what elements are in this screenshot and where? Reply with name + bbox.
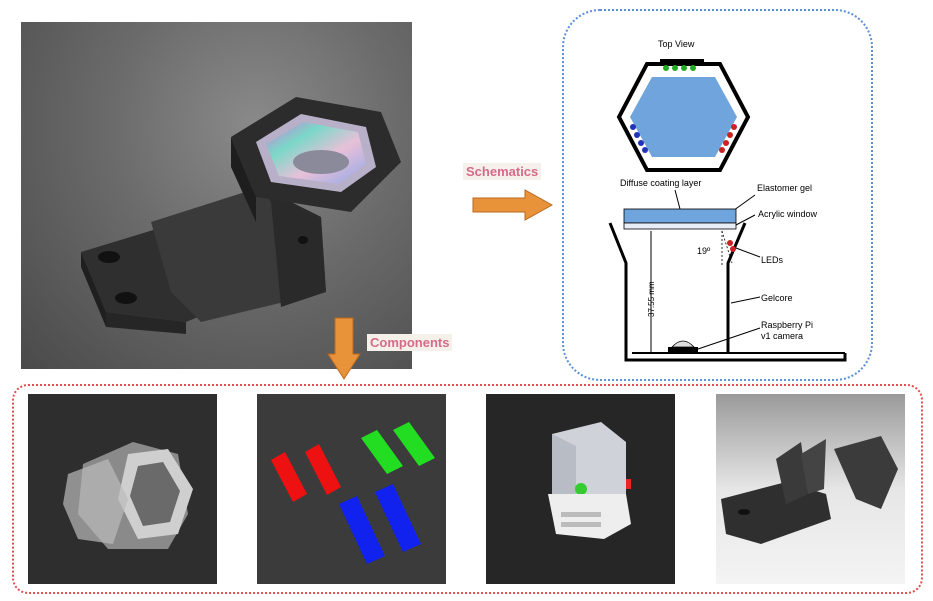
camera-label-1: Raspberry Pi [761, 320, 813, 330]
gelcore-label: Gelcore [761, 293, 793, 303]
right-arrow-icon [472, 189, 554, 221]
diffuse-label: Diffuse coating layer [620, 178, 701, 188]
down-arrow-icon [327, 317, 361, 380]
schematic-diagram: Top View Diffuse coating layer Elastomer… [608, 39, 847, 362]
components-panel [12, 384, 923, 594]
schematics-label: Schematics [463, 163, 542, 180]
assembly-image [486, 394, 675, 584]
angle-label: 19º [697, 246, 711, 256]
acrylic-label: Acrylic window [758, 209, 818, 219]
leds-label: LEDs [761, 255, 784, 265]
camera-label-2: v1 camera [761, 331, 803, 341]
elastomer-label: Elastomer gel [757, 183, 812, 193]
dimension-label: 37.55 mm [647, 281, 656, 317]
top-view-label: Top View [658, 39, 695, 49]
gelcore-parts-image [716, 394, 905, 584]
led-strips-image [257, 394, 446, 584]
main-render-image [21, 22, 412, 369]
components-label: Components [367, 334, 453, 351]
acrylic-shell-image [28, 394, 217, 584]
